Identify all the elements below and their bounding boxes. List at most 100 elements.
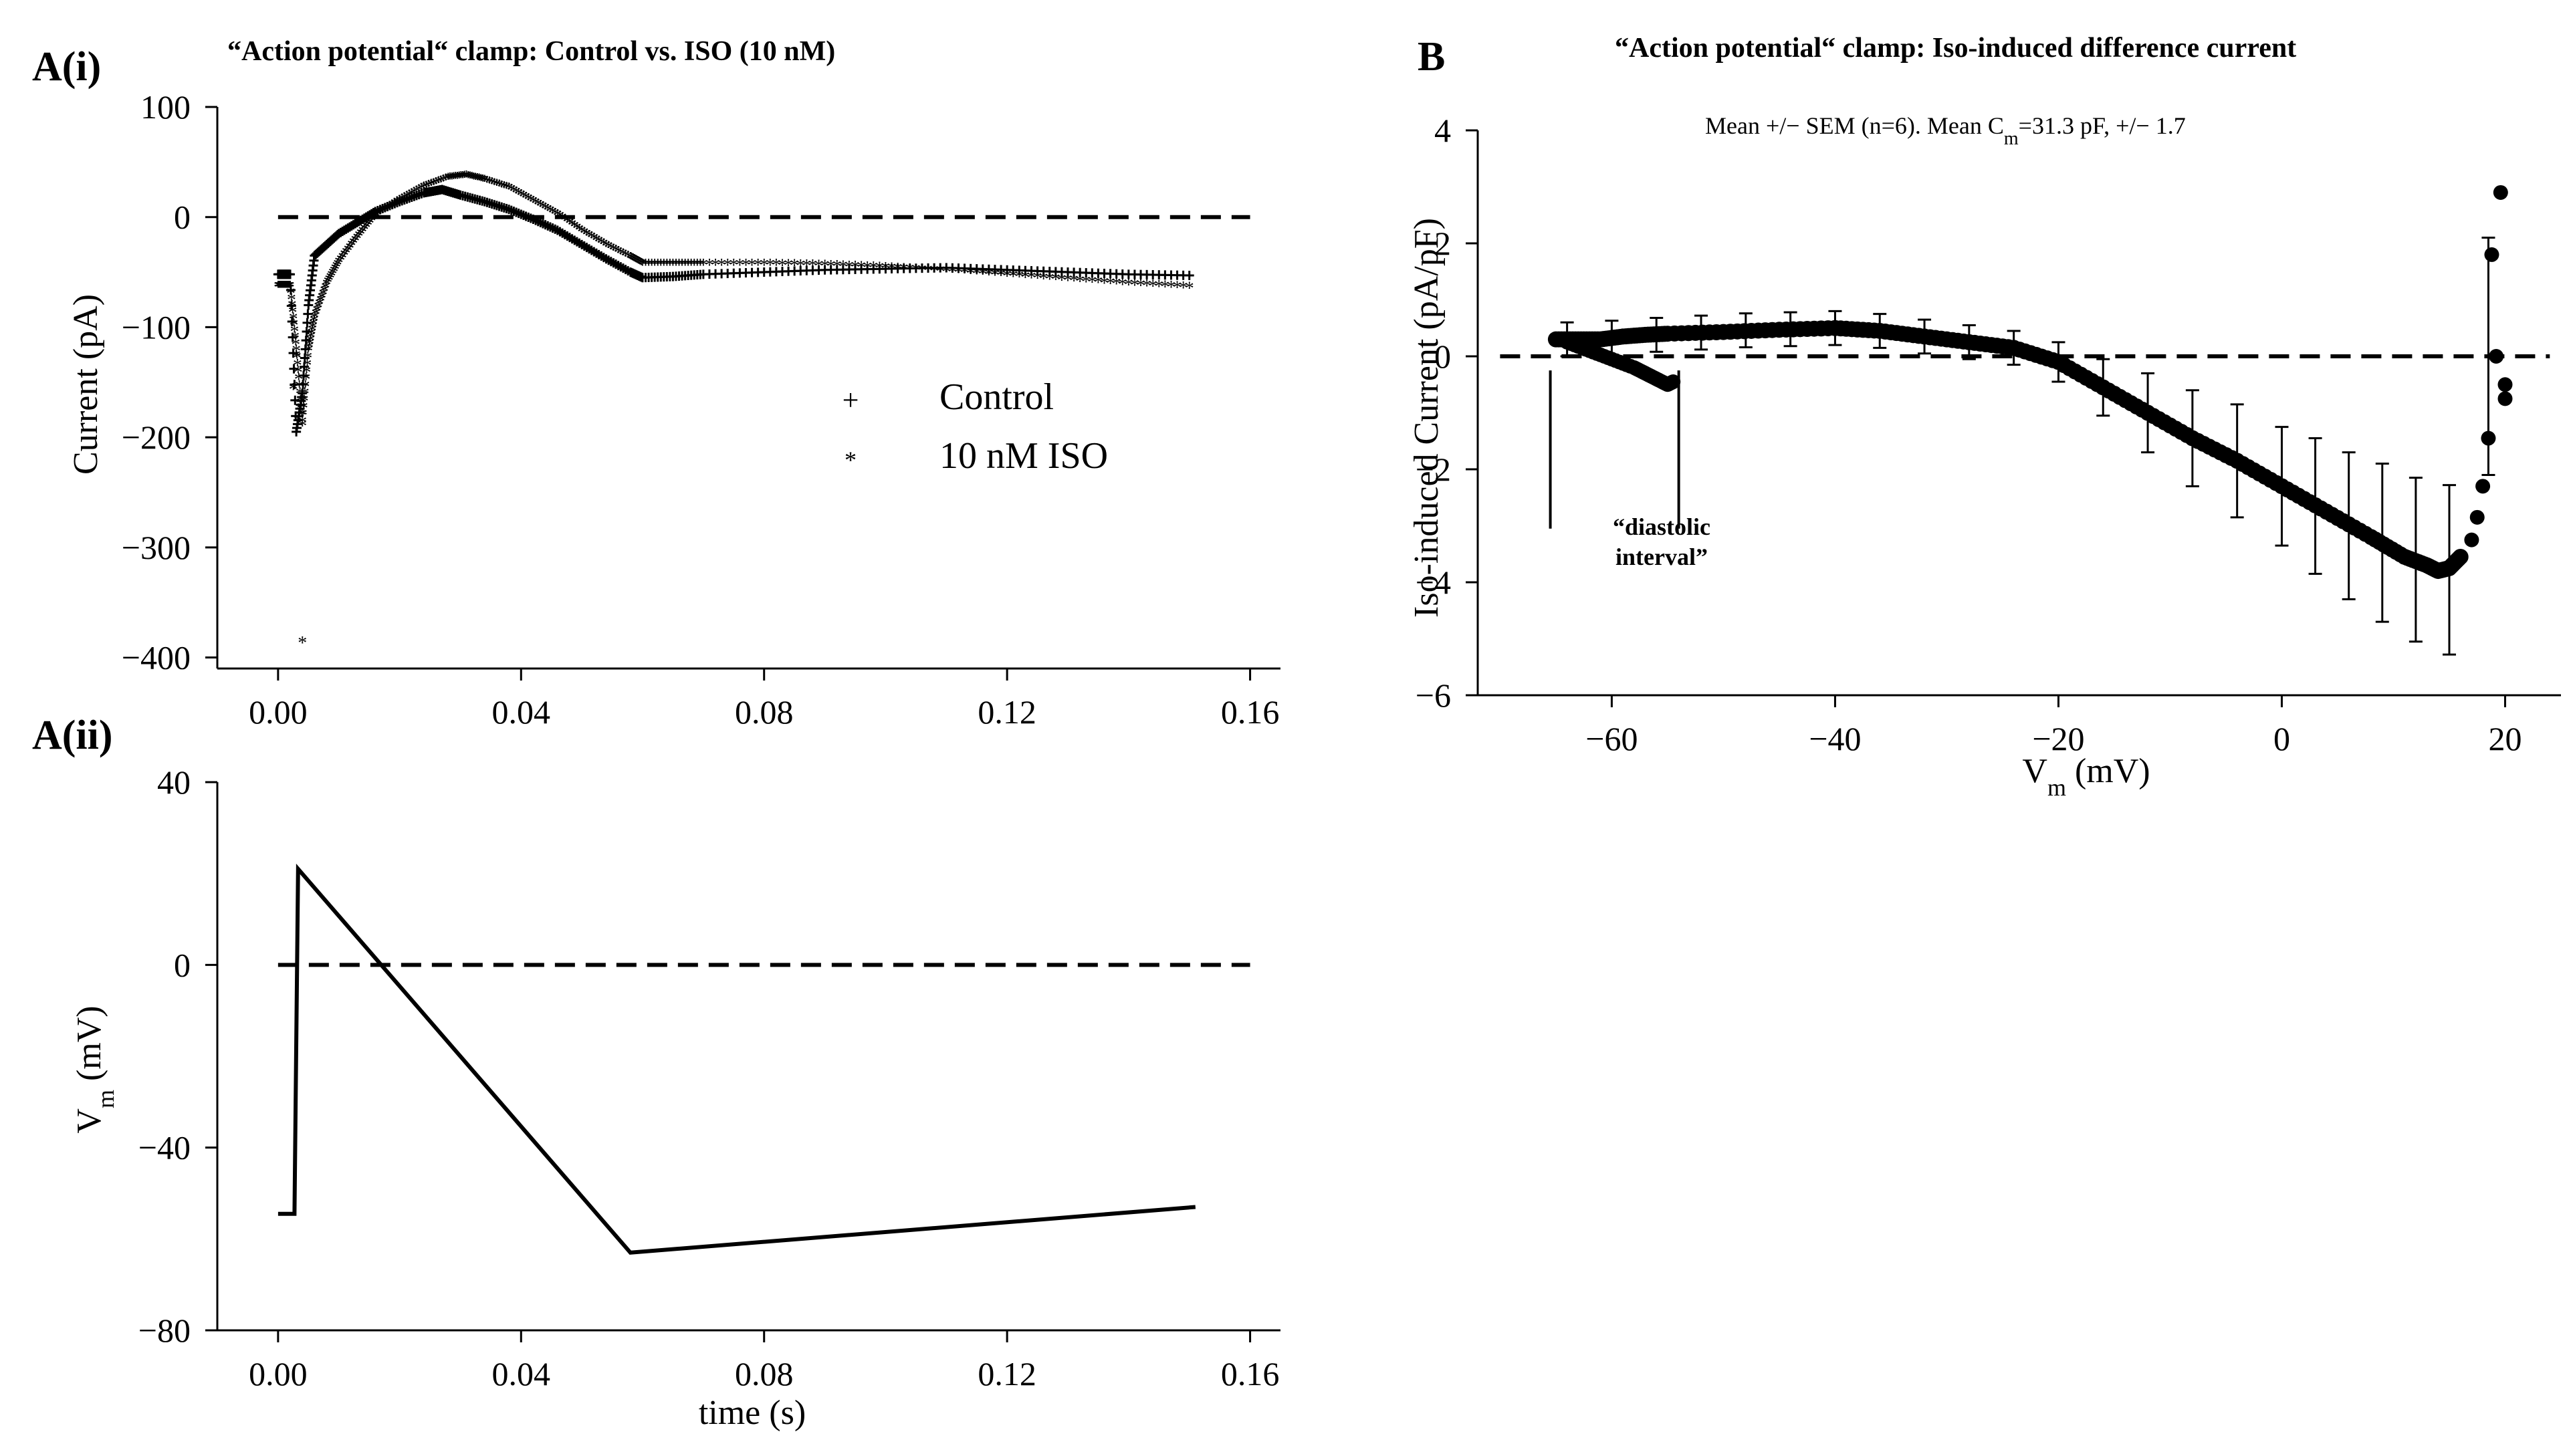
iso-point: * [330, 259, 340, 280]
iso-point: * [536, 197, 545, 217]
iso-point: * [668, 255, 677, 276]
iso-point: * [1057, 270, 1067, 291]
iso-point: * [321, 278, 330, 299]
iso-point: * [279, 277, 288, 298]
iso-point: * [650, 255, 659, 276]
iso-point: * [1160, 277, 1169, 297]
iso-point: * [1087, 273, 1097, 293]
xlabel-aii: time (s) [699, 1394, 806, 1432]
iso-point: * [275, 277, 284, 298]
iso-point: * [632, 252, 641, 273]
control-point [286, 285, 296, 295]
iso-point: * [711, 255, 720, 276]
iso-point: * [580, 224, 589, 245]
iso-point: * [1154, 277, 1163, 297]
iso-point: * [273, 277, 283, 298]
iso-point: * [659, 255, 669, 276]
iso-point: * [616, 244, 625, 265]
iso-point: * [333, 255, 342, 276]
iso-point: * [453, 168, 462, 189]
control-point [301, 336, 311, 346]
iso-point: * [512, 183, 521, 204]
iso-point: * [499, 178, 509, 199]
iso-point: * [575, 221, 584, 241]
iso-point: * [445, 169, 455, 190]
ylabel-ai: Current (pA) [67, 294, 105, 475]
iso-point: * [633, 253, 643, 273]
iso-point: * [627, 249, 637, 270]
iso-point: * [492, 175, 501, 196]
iso-point: * [1130, 275, 1139, 296]
iso-point: * [558, 209, 567, 230]
iso-point: * [358, 222, 367, 243]
iso-point: * [352, 229, 362, 249]
xlabel-b-sub: m [2047, 774, 2066, 801]
aii-y-tick-label: −40 [138, 1129, 191, 1167]
iso-point: * [507, 180, 516, 201]
b-y-tick-label: 4 [1434, 112, 1451, 149]
iso-point: * [1112, 274, 1121, 295]
iso-point: * [631, 251, 640, 272]
iso-point: * [447, 169, 457, 190]
control-point [368, 208, 378, 218]
iso-point: * [1014, 267, 1024, 288]
iso-point: * [329, 262, 338, 283]
iso-point: * [584, 227, 594, 247]
iso-point: * [276, 277, 286, 298]
iso-point: * [735, 255, 744, 276]
iso-point: * [560, 211, 570, 231]
iso-point: * [534, 195, 543, 216]
chart-title-b: “Action potential“ clamp: Iso-induced di… [1615, 33, 2296, 64]
ylabel-aii-base: V [70, 1108, 108, 1134]
iso-point: * [312, 301, 322, 322]
ai-y-tick-label: −100 [122, 308, 191, 346]
iso-point: * [467, 168, 477, 189]
data-point [2493, 185, 2508, 200]
iso-point: * [482, 172, 491, 193]
iso-point: * [274, 277, 284, 298]
iso-point: * [279, 277, 289, 298]
iso-point: * [662, 255, 671, 276]
iso-point: * [449, 168, 458, 189]
iso-point: * [754, 255, 763, 276]
chart-title-ai: “Action potential“ clamp: Control vs. IS… [227, 36, 835, 67]
iso-point: * [1020, 267, 1030, 288]
aii-x-tick-label: 0.04 [492, 1355, 551, 1392]
iso-point: * [635, 253, 644, 274]
iso-point: * [608, 240, 618, 261]
iso-point: * [760, 255, 769, 276]
chart-annotation-b: Mean +/− SEM (n=6). Mean Cm=31.3 pF, +/−… [1705, 112, 2186, 149]
panel-label-b: B [1418, 34, 1445, 80]
iso-point: * [531, 194, 540, 215]
legend-ai: + Control * 10 nM ISO [843, 376, 1108, 477]
aii-x-tick-label: 0.00 [249, 1355, 308, 1392]
iso-point: * [665, 255, 675, 276]
control-point [290, 380, 300, 390]
iso-point: * [538, 198, 548, 219]
b-y-tick-label: 2 [1434, 225, 1451, 262]
control-point [298, 380, 308, 390]
iso-point: * [1063, 271, 1073, 291]
iso-point: * [524, 190, 533, 211]
iso-point: * [644, 255, 653, 276]
iso-point: * [354, 227, 364, 247]
iso-point: * [596, 234, 606, 255]
iso-point: * [306, 328, 316, 349]
annotation-text-post: =31.3 pF, +/− 1.7 [2019, 112, 2186, 139]
iso-point: * [356, 225, 365, 245]
control-point [299, 362, 309, 372]
iso-point: * [455, 168, 464, 189]
iso-point: * [570, 217, 579, 238]
iso-point: * [587, 228, 596, 249]
iso-point: * [471, 169, 480, 190]
legend-marker-iso: * [845, 447, 857, 473]
data-point [2497, 391, 2513, 406]
ai-y-tick-label: 0 [174, 199, 191, 236]
iso-point: * [637, 255, 646, 275]
iso-point: * [317, 288, 326, 309]
iso-point: * [526, 191, 536, 212]
control-point [286, 269, 296, 279]
data-point [2452, 548, 2469, 565]
ylabel-aii-unit: (mV) [70, 1005, 108, 1090]
iso-point: * [1166, 277, 1176, 298]
